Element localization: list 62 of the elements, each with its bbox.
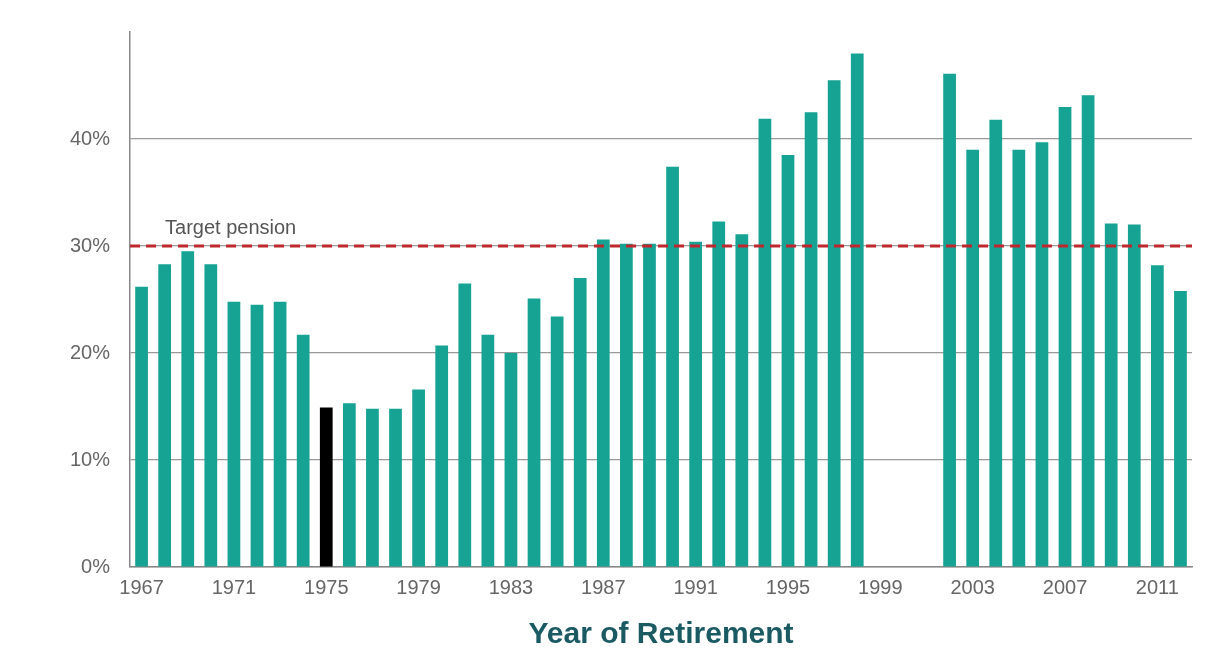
y-tick-label: 0%	[81, 554, 111, 577]
bar	[758, 118, 772, 567]
ref-line-label: Target pension	[165, 215, 297, 238]
bar	[1174, 290, 1187, 567]
bar	[1104, 223, 1118, 567]
x-axis-title: Year of Retirement	[528, 616, 794, 650]
bar	[135, 286, 148, 567]
bar	[573, 278, 587, 567]
x-tick-label: 1991	[673, 575, 718, 598]
y-tick-label: 40%	[70, 126, 111, 149]
bar	[227, 301, 241, 567]
x-tick-label: 1971	[211, 575, 257, 598]
bar	[412, 389, 425, 567]
bar	[273, 301, 287, 567]
x-tick-label: 2007	[1042, 575, 1088, 598]
bar	[250, 304, 264, 567]
y-tick-label: 20%	[70, 340, 111, 363]
bar	[620, 243, 633, 567]
x-tick-label: 1999	[858, 575, 903, 598]
bar	[204, 264, 218, 567]
bar	[504, 353, 518, 567]
bar	[550, 316, 564, 567]
bar	[735, 234, 749, 567]
bar	[1151, 265, 1164, 567]
bar	[827, 80, 841, 567]
bar	[781, 155, 795, 567]
bar	[643, 243, 656, 567]
bar	[1012, 149, 1026, 567]
bar	[1035, 142, 1049, 567]
x-tick-label: 1995	[765, 575, 811, 598]
bar	[689, 241, 703, 567]
x-tick-label: 1975	[304, 575, 349, 598]
x-tick-label: 1979	[396, 575, 441, 598]
bar	[319, 407, 333, 567]
bar	[527, 298, 541, 567]
bar	[596, 239, 610, 567]
bar	[966, 149, 980, 567]
bar	[481, 334, 495, 567]
x-tick-label: 1967	[119, 575, 164, 598]
bar	[296, 334, 310, 567]
bar	[435, 345, 449, 567]
bar	[366, 408, 379, 567]
bar	[158, 264, 172, 567]
bar	[804, 112, 818, 567]
y-tick-label: 10%	[70, 447, 111, 470]
x-tick-label: 1983	[488, 575, 534, 598]
bar	[850, 53, 864, 567]
bar	[666, 166, 679, 567]
bar	[458, 283, 472, 567]
bar	[943, 73, 956, 567]
x-tick-label: 2003	[950, 575, 995, 598]
bar	[712, 221, 726, 567]
x-tick-label: 1987	[581, 575, 626, 598]
bar	[181, 251, 195, 567]
y-tick-label: 30%	[70, 233, 111, 256]
bar	[342, 403, 356, 567]
bar	[989, 119, 1003, 567]
bar	[389, 408, 402, 567]
bar	[1127, 224, 1141, 567]
x-tick-label: 2011	[1135, 575, 1179, 598]
bar	[1058, 106, 1072, 567]
bar	[1081, 95, 1095, 567]
